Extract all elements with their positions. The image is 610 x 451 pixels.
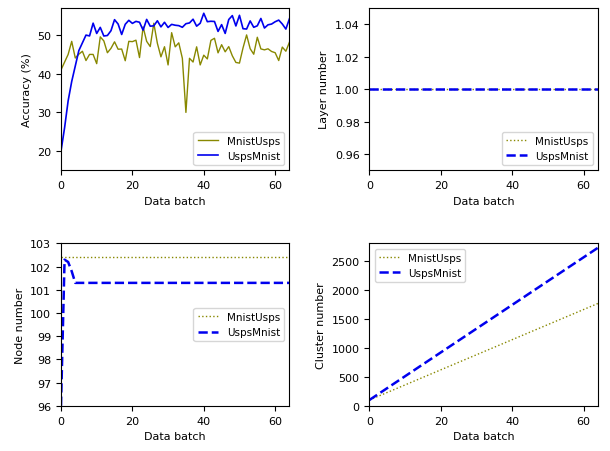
MnistUsps [587,87,594,93]
UspsMnist [366,87,373,93]
MnistUsps [462,357,470,362]
X-axis label: Data batch: Data batch [453,196,514,206]
Y-axis label: Node number: Node number [15,287,24,363]
MnistUsps [57,255,65,261]
X-axis label: Data batch: Data batch [145,431,206,441]
MnistUsps [434,87,441,93]
UspsMnist [434,352,441,358]
MnistUsps [154,255,161,261]
MnistUsps [419,87,426,93]
UspsMnist [285,17,293,23]
Y-axis label: Cluster number: Cluster number [316,281,326,368]
MnistUsps [434,369,441,374]
MnistUsps [175,255,182,261]
MnistUsps [484,348,491,353]
UspsMnist [200,12,207,17]
UspsMnist [587,250,594,256]
MnistUsps [279,255,286,261]
UspsMnist [154,19,161,24]
UspsMnist [484,319,491,325]
UspsMnist [285,281,293,286]
X-axis label: Data batch: Data batch [453,431,514,441]
UspsMnist [484,87,491,93]
Legend: MnistUsps, UspsMnist: MnistUsps, UspsMnist [193,132,284,166]
MnistUsps [484,87,491,93]
Line: UspsMnist: UspsMnist [61,14,289,152]
MnistUsps [125,40,132,45]
MnistUsps [157,55,165,60]
MnistUsps [125,255,132,261]
UspsMnist [129,281,136,286]
MnistUsps [57,68,65,74]
UspsMnist [419,362,426,367]
MnistUsps [594,87,601,93]
Legend: MnistUsps, UspsMnist: MnistUsps, UspsMnist [502,132,592,166]
UspsMnist [462,87,470,93]
X-axis label: Data batch: Data batch [145,196,206,206]
MnistUsps [366,87,373,93]
MnistUsps [182,110,190,116]
Line: MnistUsps: MnistUsps [61,24,289,113]
UspsMnist [175,24,182,29]
MnistUsps [254,255,261,261]
MnistUsps [179,56,186,62]
Line: UspsMnist: UspsMnist [370,249,598,400]
UspsMnist [257,281,265,286]
UspsMnist [366,397,373,403]
MnistUsps [562,87,569,93]
MnistUsps [150,22,157,27]
UspsMnist [419,87,426,93]
Line: MnistUsps: MnistUsps [370,304,598,400]
UspsMnist [279,281,286,286]
UspsMnist [125,18,132,24]
MnistUsps [419,375,426,380]
MnistUsps [111,40,118,46]
Line: UspsMnist: UspsMnist [61,260,289,406]
UspsMnist [279,22,286,28]
MnistUsps [111,255,118,261]
MnistUsps [594,301,601,307]
Y-axis label: Layer number: Layer number [319,51,329,129]
UspsMnist [61,258,68,263]
UspsMnist [111,18,118,23]
MnistUsps [279,45,286,51]
MnistUsps [462,87,470,93]
UspsMnist [257,17,265,22]
MnistUsps [587,304,594,309]
Legend: MnistUsps, UspsMnist: MnistUsps, UspsMnist [375,249,465,283]
UspsMnist [562,267,569,272]
UspsMnist [562,87,569,93]
UspsMnist [587,87,594,93]
Legend: MnistUsps, UspsMnist: MnistUsps, UspsMnist [193,308,284,342]
UspsMnist [157,281,165,286]
UspsMnist [462,333,470,339]
UspsMnist [115,281,122,286]
Y-axis label: Accuracy (%): Accuracy (%) [21,53,32,127]
UspsMnist [434,87,441,93]
MnistUsps [562,315,569,320]
MnistUsps [285,41,293,46]
MnistUsps [261,48,268,54]
MnistUsps [285,255,293,261]
UspsMnist [594,246,601,251]
UspsMnist [179,281,186,286]
MnistUsps [366,397,373,403]
UspsMnist [57,149,65,154]
UspsMnist [594,87,601,93]
UspsMnist [57,403,65,409]
